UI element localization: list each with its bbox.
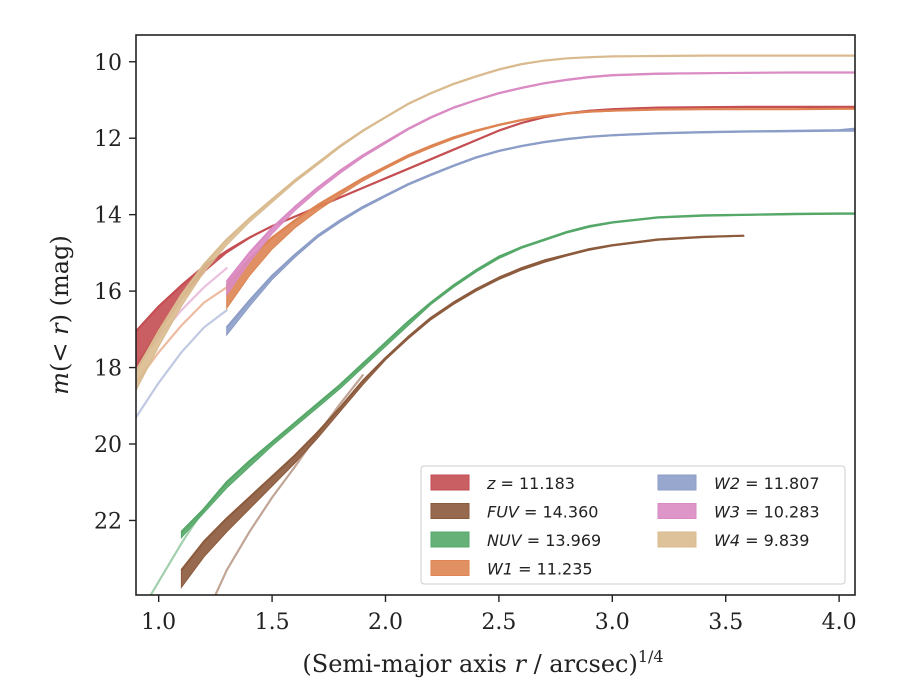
- plot-frame: [135, 34, 856, 596]
- line-w1: [225, 107, 855, 287]
- legend-swatch: [430, 531, 470, 548]
- x-tick-label: 1.0: [141, 610, 176, 635]
- legend-swatch: [657, 474, 697, 491]
- legend-label: FUV = 14.360: [487, 503, 598, 522]
- legend-label: z = 11.183: [486, 474, 575, 493]
- legend-swatch: [657, 503, 697, 519]
- y-tick-label: 12: [94, 127, 122, 152]
- y-tick-label: 20: [94, 433, 122, 458]
- legend-entry-w3: W3 = 10.283: [657, 503, 820, 522]
- legend-swatch: [430, 560, 470, 576]
- legend-entry-w4: W4 = 9.839: [657, 531, 809, 550]
- legend-swatch: [430, 503, 470, 519]
- legend-box: [420, 465, 846, 585]
- faint-tail-1: [136, 286, 228, 384]
- y-tick-label: 22: [94, 509, 122, 534]
- x-tick-label: 2.5: [481, 610, 516, 635]
- faint-tail-2: [136, 309, 228, 419]
- line-w2: [225, 127, 855, 329]
- legend: z = 11.183 FUV = 14.360 NUV = 13.969 W1 = 1…: [420, 465, 846, 585]
- legend-entry-nuv: NUV = 13.969: [430, 531, 601, 550]
- x-axis-label: (Semi-major axis r / arcsec)1/4: [302, 647, 663, 678]
- y-tick-label: 16: [94, 280, 122, 305]
- legend-label: W1 = 11.235: [487, 560, 593, 579]
- x-tick-label: 3.0: [595, 610, 630, 635]
- line-fuv: [180, 234, 744, 571]
- y-tick-label: 14: [94, 204, 122, 229]
- legend-label: W3 = 10.283: [714, 503, 820, 522]
- legend-entry-w1: W1 = 11.235: [430, 560, 593, 579]
- legend-swatch: [430, 474, 470, 491]
- line-z: [136, 105, 855, 332]
- y-tick-label: 18: [94, 357, 122, 382]
- x-tick-label: 3.5: [708, 610, 743, 635]
- legend-swatch: [657, 531, 697, 548]
- x-tick-label: 4.0: [822, 610, 857, 635]
- legend-entry-z: z = 11.183: [430, 474, 575, 493]
- y-axis-label: m(< r) (mag): [46, 235, 74, 395]
- line-nuv: [180, 212, 855, 533]
- legend-entry-fuv: FUV = 14.360: [430, 503, 598, 522]
- legend-label: NUV = 13.969: [487, 531, 601, 550]
- faint-tail-5: [214, 374, 364, 595]
- y-tick-label: 10: [94, 51, 122, 76]
- x-tick-label: 1.5: [255, 610, 290, 635]
- x-tick-label: 2.0: [368, 610, 403, 635]
- line-w4: [136, 54, 855, 372]
- legend-label: W2 = 11.807: [714, 474, 820, 493]
- tick-layer: 1.0 1.5 2.0 2.5 3.0 3.5 4.0 10 12 14 16 18 20 22: [94, 51, 857, 635]
- line-w3: [225, 71, 855, 283]
- legend-entry-w2: W2 = 11.807: [657, 474, 820, 493]
- series-layer: [136, 54, 855, 595]
- legend-label: W4 = 9.839: [714, 531, 809, 550]
